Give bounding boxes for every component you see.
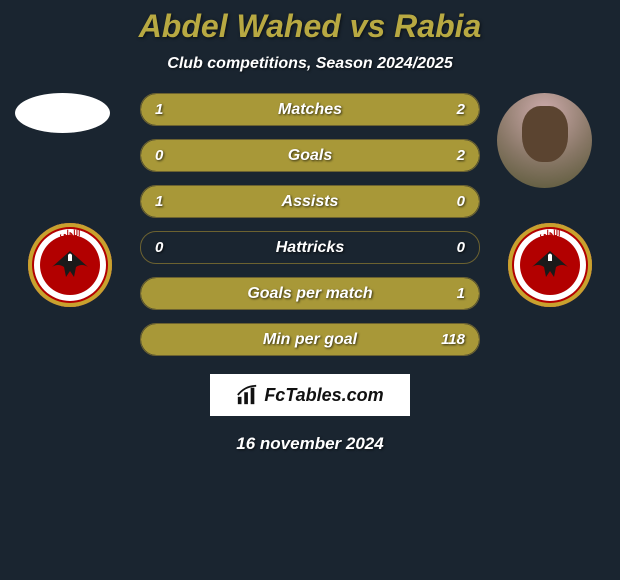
stat-label: Hattricks <box>141 239 479 257</box>
watermark-text: FcTables.com <box>264 385 383 406</box>
stat-row: 0Hattricks0 <box>140 231 480 264</box>
stat-row: 1Assists0 <box>140 185 480 218</box>
eagle-icon <box>46 247 94 283</box>
stat-label: Min per goal <box>141 331 479 349</box>
stat-label: Assists <box>141 193 479 211</box>
watermark-logo-icon <box>236 384 258 406</box>
stat-label: Matches <box>141 101 479 119</box>
club-badge-inner <box>520 235 580 295</box>
player1-name: Abdel Wahed <box>139 8 341 44</box>
date-line: 16 november 2024 <box>236 434 383 454</box>
player2-avatar <box>497 93 592 188</box>
stat-label: Goals per match <box>141 285 479 303</box>
stat-value-right: 1 <box>457 285 465 302</box>
player1-club-badge: الأهلي <box>28 223 112 307</box>
vs-text: vs <box>350 8 386 44</box>
stat-row: 1Matches2 <box>140 93 480 126</box>
stat-row: 0Goals2 <box>140 139 480 172</box>
stat-value-right: 2 <box>457 101 465 118</box>
player2-club-badge: الأهلي <box>508 223 592 307</box>
player2-name: Rabia <box>394 8 481 44</box>
stat-row: Goals per match1 <box>140 277 480 310</box>
player1-avatar <box>15 93 110 133</box>
stat-value-right: 2 <box>457 147 465 164</box>
page-title: Abdel Wahed vs Rabia <box>139 8 482 45</box>
stat-value-right: 118 <box>441 331 465 348</box>
watermark: FcTables.com <box>210 374 409 416</box>
stat-row: Min per goal118 <box>140 323 480 356</box>
comparison-container: Abdel Wahed vs Rabia Club competitions, … <box>0 0 620 580</box>
stat-value-right: 0 <box>457 193 465 210</box>
club-badge-inner <box>40 235 100 295</box>
stats-list: 1Matches20Goals21Assists00Hattricks0Goal… <box>140 93 480 356</box>
eagle-icon <box>526 247 574 283</box>
subtitle: Club competitions, Season 2024/2025 <box>167 55 452 73</box>
stat-label: Goals <box>141 147 479 165</box>
comparison-area: الأهلي الأهلي 1Matches20Goals21Assists00… <box>0 93 620 356</box>
stat-value-right: 0 <box>457 239 465 256</box>
